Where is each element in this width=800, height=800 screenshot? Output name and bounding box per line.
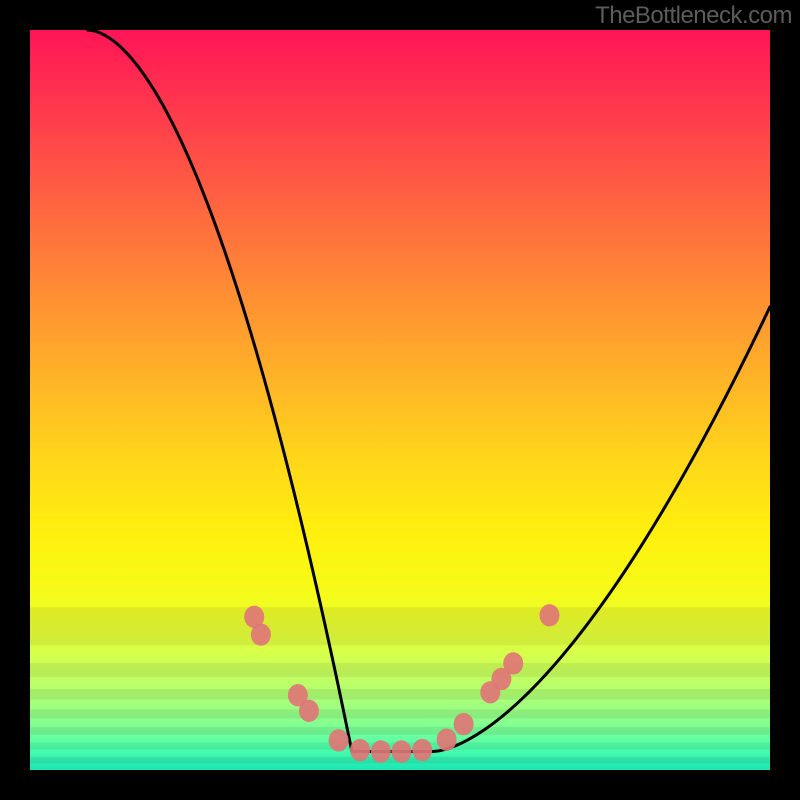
data-marker bbox=[539, 604, 559, 626]
data-marker bbox=[503, 652, 523, 674]
data-marker bbox=[412, 739, 432, 761]
border-left bbox=[0, 0, 30, 800]
data-marker bbox=[437, 728, 457, 750]
border-bottom bbox=[0, 770, 800, 800]
data-marker bbox=[454, 713, 474, 735]
data-marker bbox=[329, 729, 349, 751]
border-right bbox=[770, 0, 800, 800]
data-marker bbox=[350, 739, 370, 761]
data-marker bbox=[251, 623, 271, 645]
watermark-text: TheBottleneck.com bbox=[595, 2, 792, 30]
data-marker bbox=[371, 740, 391, 762]
plot-gradient bbox=[30, 30, 770, 770]
data-marker bbox=[299, 700, 319, 722]
data-marker bbox=[391, 740, 411, 762]
